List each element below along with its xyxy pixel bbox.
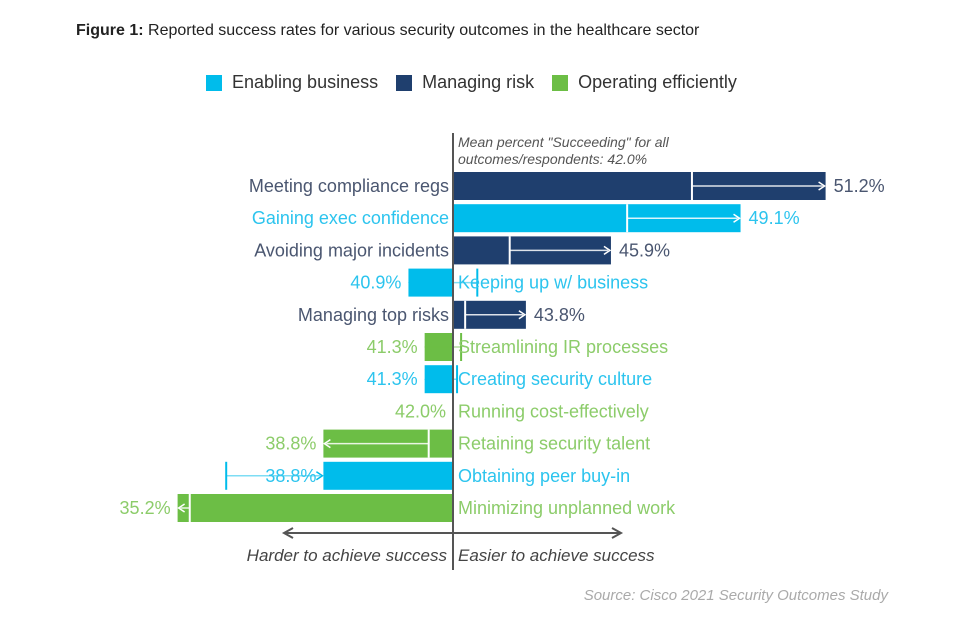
- baseline-note: Mean percent "Succeeding" for all: [458, 134, 670, 150]
- category-label: Obtaining peer buy-in: [458, 466, 630, 486]
- value-label: 45.9%: [619, 240, 670, 260]
- category-label: Retaining security talent: [458, 434, 650, 454]
- arrow-head: [733, 213, 741, 223]
- category-label: Meeting compliance regs: [249, 176, 449, 196]
- category-label: Creating security culture: [458, 369, 652, 389]
- arrow-head: [424, 374, 433, 384]
- value-label: 35.2%: [120, 498, 171, 518]
- arrow-head: [177, 503, 186, 513]
- category-label: Managing top risks: [298, 305, 449, 325]
- baseline-note: outcomes/respondents: 42.0%: [458, 151, 647, 167]
- source-note: Source: Cisco 2021 Security Outcomes Stu…: [583, 587, 888, 604]
- value-label: 41.3%: [367, 337, 418, 357]
- value-label: 41.3%: [367, 369, 418, 389]
- legend-swatch: [206, 74, 222, 91]
- value-label: 42.0%: [395, 401, 446, 421]
- bar: [177, 494, 453, 522]
- bar: [323, 461, 453, 490]
- left-arrow-head: [281, 527, 294, 539]
- arrow-head: [603, 245, 612, 256]
- value-label: 51.2%: [834, 176, 885, 196]
- arrow-head: [408, 277, 416, 288]
- value-label: 49.1%: [749, 208, 800, 228]
- figure-title-text: Reported success rates for various secur…: [148, 22, 700, 39]
- axis-right-label: Easier to achieve success: [458, 546, 655, 565]
- value-label: 40.9%: [350, 273, 401, 293]
- arrow-head: [315, 471, 324, 481]
- axis-left-label: Harder to achieve success: [247, 546, 448, 565]
- legend-swatch: [396, 74, 413, 91]
- value-label: 43.8%: [534, 305, 585, 325]
- legend: Enabling business Managing risk Operatin…: [206, 72, 737, 93]
- legend-swatch: [552, 74, 569, 91]
- legend-label: Enabling business: [232, 72, 379, 92]
- figure-number: Figure 1:: [76, 22, 144, 39]
- category-label: Gaining exec confidence: [252, 208, 449, 228]
- figure-title: Figure 1: Reported success rates for var…: [76, 22, 699, 40]
- legend-label: Managing risk: [422, 72, 535, 92]
- arrow-head: [424, 342, 433, 352]
- right-arrow-head: [611, 527, 624, 539]
- legend-label: Operating efficiently: [578, 72, 737, 92]
- arrow-head: [518, 310, 527, 320]
- category-label: Minimizing unplanned work: [458, 498, 676, 518]
- category-label: Streamlining IR processes: [458, 337, 668, 357]
- arrow-head: [818, 181, 826, 191]
- category-label: Keeping up w/ business: [458, 273, 648, 293]
- legend-item-operating-efficiently: Operating efficiently: [552, 72, 737, 93]
- value-label: 38.8%: [265, 434, 316, 454]
- category-label: Running cost-effectively: [458, 401, 649, 421]
- arrow-head: [323, 438, 331, 449]
- legend-item-managing-risk: Managing risk: [396, 72, 534, 93]
- legend-item-enabling-business: Enabling business: [206, 72, 378, 93]
- category-label: Avoiding major incidents: [254, 240, 449, 260]
- value-label: 38.8%: [265, 466, 316, 486]
